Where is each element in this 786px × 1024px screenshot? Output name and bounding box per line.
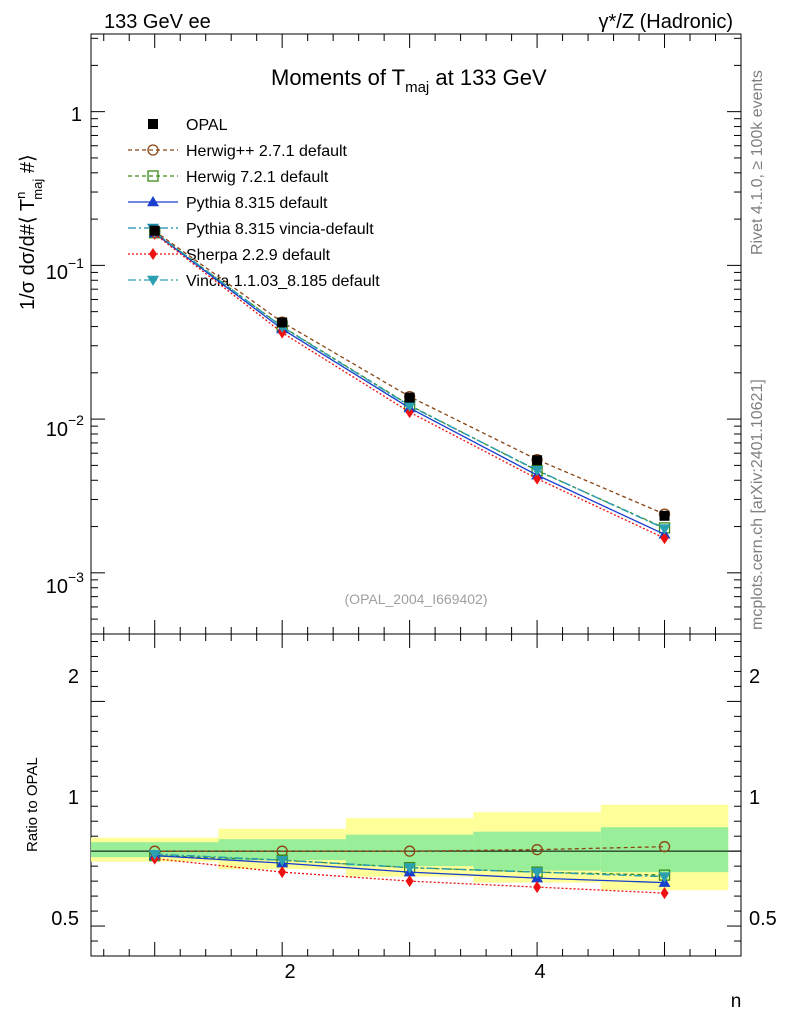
legend-entry-series-0: Herwig++ 2.7.1 default xyxy=(128,143,348,160)
series-5-ratio-point xyxy=(276,855,289,867)
legend-marker xyxy=(147,275,159,286)
series-4-ratio-point xyxy=(405,875,414,888)
mc-curves xyxy=(148,225,671,900)
ratio-panel-frame xyxy=(90,633,742,957)
y-tick-label-1: 1 xyxy=(71,104,82,126)
legend-entry-series-5: Vincia 1.1.03_8.185 default xyxy=(128,273,380,290)
ratio-tick-left-0.5: 0.5 xyxy=(51,908,79,930)
series-4-point xyxy=(533,472,542,485)
y-tick-label-0.001: 10 xyxy=(46,576,68,598)
series-0-ratio-point xyxy=(403,845,416,857)
y-tick-label-0.01: 10 xyxy=(46,419,68,441)
legend-marker xyxy=(147,170,159,182)
series-5-point xyxy=(403,401,416,412)
legend-entry-series-3: Pythia 8.315 vincia-default xyxy=(128,221,374,238)
opal-point xyxy=(277,317,288,328)
legend-entry-series-2: Pythia 8.315 default xyxy=(128,195,328,212)
y-tick-label-0.1: 10 xyxy=(46,262,68,284)
legend-marker xyxy=(147,144,159,156)
series-0-ratio-line xyxy=(154,846,665,852)
analysis-id: (OPAL_2004_I669402) xyxy=(345,591,488,607)
opal-point xyxy=(532,455,543,466)
series-4-point xyxy=(660,532,669,545)
y-axis-title: 1/σ dσ/d#⟨ Tn maj #⟩ xyxy=(13,154,45,310)
legend-label: Pythia 8.315 default xyxy=(186,195,328,212)
y-tick-exp-0.01: −2 xyxy=(68,412,84,428)
series-5-ratio-line xyxy=(154,853,665,878)
header-left: 133 GeV ee xyxy=(104,11,211,33)
y-tick-exp-0.1: −1 xyxy=(68,255,84,271)
ratio-tick-left-2: 2 xyxy=(68,666,79,688)
series-0-ratio-point xyxy=(531,844,543,856)
legend-label: Pythia 8.315 vincia-default xyxy=(186,221,374,238)
series-5-ratio-point xyxy=(403,863,416,874)
opal-point xyxy=(149,225,160,236)
uncertainty-bands xyxy=(91,804,729,891)
ratio-y-title: Ratio to OPAL xyxy=(24,757,41,852)
band-inner xyxy=(218,839,346,861)
legend-label: Herwig 7.2.1 default xyxy=(186,169,329,186)
ratio-tick-right-0.5: 0.5 xyxy=(749,908,777,930)
series-5-ratio-point xyxy=(531,867,544,879)
band-inner xyxy=(600,827,729,873)
series-4-ratio-point xyxy=(660,887,669,900)
header-right: γ*/Z (Hadronic) xyxy=(599,11,733,33)
mcplots-label: mcplots.cern.ch [arXiv:2401.10621] xyxy=(749,379,766,630)
legend-marker-opal xyxy=(148,119,158,129)
legend-label: Sherpa 2.2.9 default xyxy=(186,247,331,264)
series-5-ratio-point xyxy=(658,872,671,883)
x-tick-label-2: 2 xyxy=(284,961,295,983)
x-tick-label-4: 4 xyxy=(534,961,545,983)
band-inner xyxy=(345,834,474,867)
series-5-point xyxy=(658,524,671,535)
series-5-point xyxy=(531,466,544,477)
legend-label-opal: OPAL xyxy=(186,117,228,134)
series-4-ratio-line xyxy=(154,858,665,894)
legend-marker xyxy=(147,196,159,207)
series-4-ratio-point xyxy=(533,881,542,894)
axis-ticks xyxy=(91,34,742,956)
ratio-tick-right-2: 2 xyxy=(749,666,760,688)
legend: OPAL Herwig++ 2.7.1 default Herwig 7.2.1 … xyxy=(128,117,380,290)
series-0-ratio-point xyxy=(658,841,671,853)
legend-label: Vincia 1.1.03_8.185 default xyxy=(186,273,380,290)
x-axis-title: n xyxy=(731,991,742,1012)
legend-entry-opal: OPAL xyxy=(148,117,228,134)
ratio-tick-left-1: 1 xyxy=(68,787,79,809)
legend-entry-series-4: Sherpa 2.2.9 default xyxy=(128,247,331,264)
legend-label: Herwig++ 2.7.1 default xyxy=(186,143,348,160)
opal-point xyxy=(404,392,415,403)
rivet-label: Rivet 4.1.0, ≥ 100k events xyxy=(749,70,766,255)
series-4-point xyxy=(405,406,414,419)
series-4-ratio-point xyxy=(278,866,287,879)
legend-entry-series-1: Herwig 7.2.1 default xyxy=(128,169,329,186)
plot-title: Moments of Tmaj at 133 GeV xyxy=(271,65,547,96)
y-tick-exp-0.001: −3 xyxy=(68,569,84,585)
ratio-tick-right-1: 1 xyxy=(749,787,760,809)
series-5-ratio-point xyxy=(148,849,161,861)
legend-marker xyxy=(149,248,157,260)
opal-data-points xyxy=(149,225,670,521)
opal-point xyxy=(659,510,670,521)
